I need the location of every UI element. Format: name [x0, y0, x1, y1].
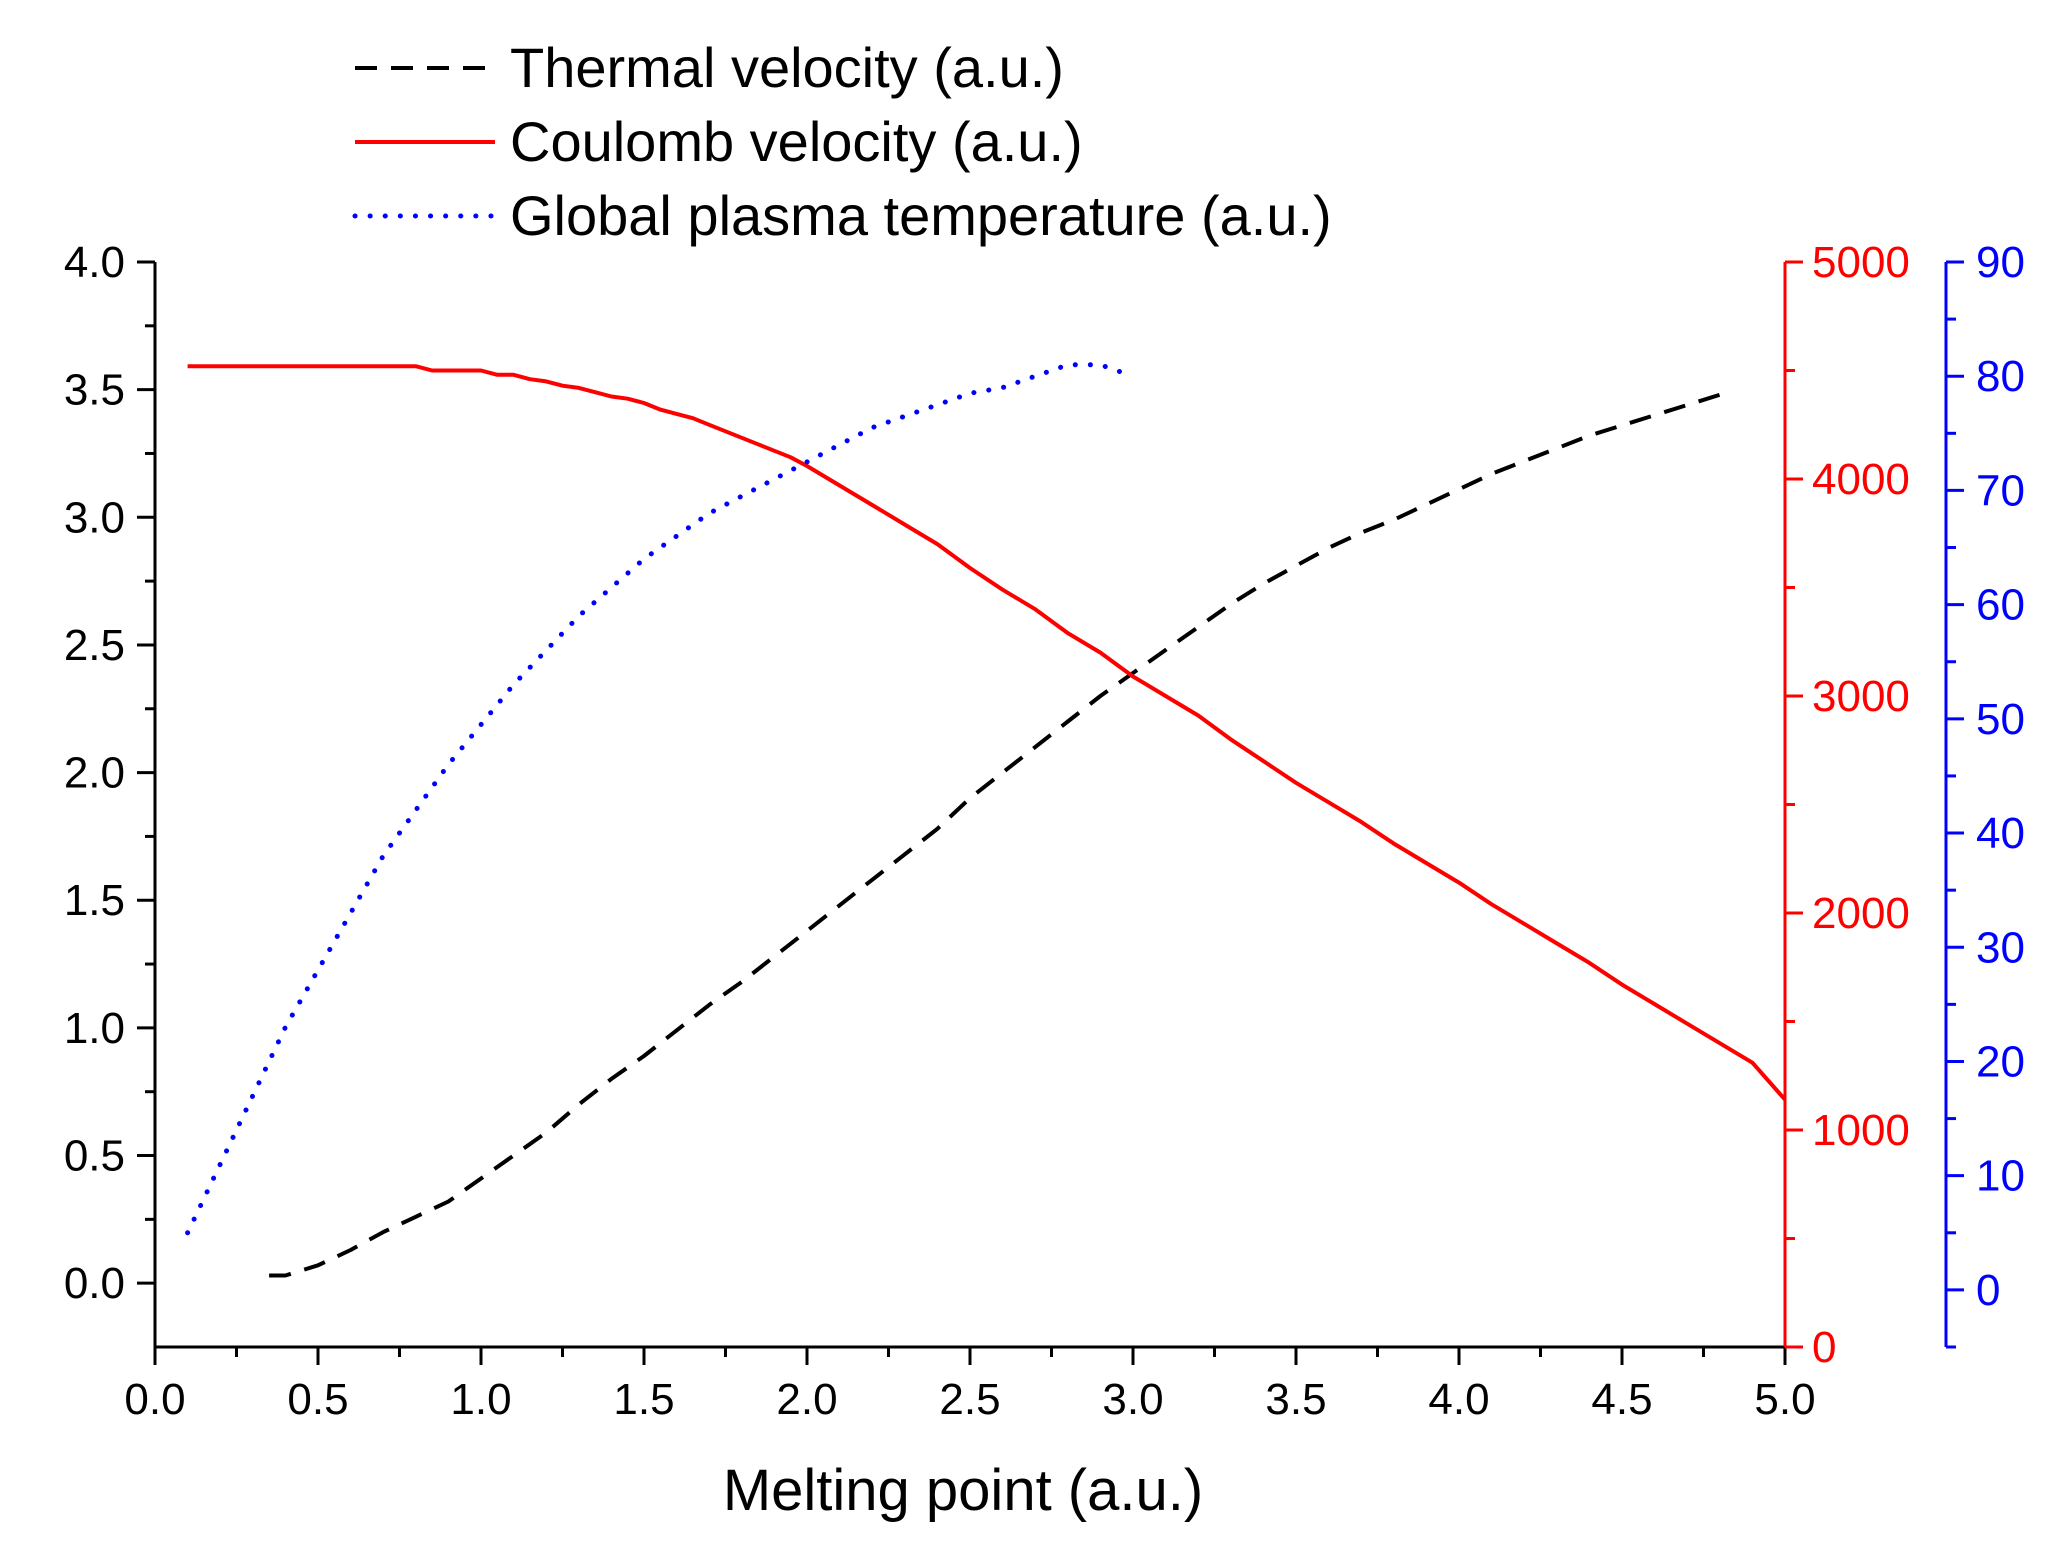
left-y-tick-label: 1.0	[64, 1004, 125, 1053]
right-blue-tick-label: 30	[1976, 923, 2025, 972]
right-blue-tick-label: 20	[1976, 1037, 2025, 1086]
right-blue-tick-label: 70	[1976, 466, 2025, 515]
legend: Thermal velocity (a.u.) Coulomb velocity …	[352, 36, 1332, 247]
x-tick-label: 0.0	[124, 1375, 185, 1424]
x-tick-label: 5.0	[1754, 1375, 1815, 1424]
right-blue-tick-label: 50	[1976, 695, 2025, 744]
left-y-tick-label: 1.5	[64, 876, 125, 925]
right-blue-tick-label: 10	[1976, 1152, 2025, 1201]
right-red-tick-label: 1000	[1812, 1106, 1910, 1155]
right-blue-tick-label: 0	[1976, 1266, 2000, 1315]
series-line-1	[269, 392, 1721, 1278]
legend-label-2: Coulomb velocity (a.u.)	[510, 110, 1083, 173]
right-blue-tick-label: 80	[1976, 352, 2025, 401]
x-tick-label: 3.5	[1265, 1375, 1326, 1424]
right-red-tick-label: 3000	[1812, 672, 1910, 721]
left-y-tick-label: 2.5	[64, 621, 125, 670]
x-tick-label: 0.5	[287, 1375, 348, 1424]
x-tick-label: 4.5	[1591, 1375, 1652, 1424]
right-red-tick-label: 0	[1812, 1323, 1836, 1372]
right-blue-tick-label: 60	[1976, 581, 2025, 630]
left-y-tick-label: 0.5	[64, 1132, 125, 1181]
x-tick-label: 1.0	[450, 1375, 511, 1424]
x-tick-label: 2.5	[939, 1375, 1000, 1424]
legend-label-1: Thermal velocity (a.u.)	[510, 36, 1064, 99]
left-y-tick-label: 2.0	[64, 749, 125, 798]
right-red-tick-label: 4000	[1812, 455, 1910, 504]
series-layer	[185, 362, 1787, 1278]
series-line-2	[187, 364, 1787, 1101]
x-tick-label: 4.0	[1428, 1375, 1489, 1424]
left-y-tick-label: 4.0	[64, 238, 125, 287]
x-axis-title: Melting point (a.u.)	[723, 1458, 1203, 1523]
x-tick-label: 3.0	[1102, 1375, 1163, 1424]
right-red-tick-label: 5000	[1812, 238, 1910, 287]
x-tick-label: 1.5	[613, 1375, 674, 1424]
left-y-tick-label: 3.0	[64, 493, 125, 542]
legend-label-3: Global plasma temperature (a.u.)	[510, 184, 1332, 247]
axes-layer: 0.0 0.5 1.0 1.5 2.0 2.5 3.0 3.5 4.0 4.5 5.0 0.0 0.5 1…	[64, 238, 2025, 1424]
right-red-tick-label: 2000	[1812, 889, 1910, 938]
x-tick-label: 2.0	[776, 1375, 837, 1424]
left-y-tick-label: 3.5	[64, 366, 125, 415]
left-y-tick-label: 0.0	[64, 1259, 125, 1308]
right-blue-tick-label: 40	[1976, 809, 2025, 858]
series-line-3	[185, 362, 1136, 1236]
right-blue-tick-label: 90	[1976, 238, 2025, 287]
